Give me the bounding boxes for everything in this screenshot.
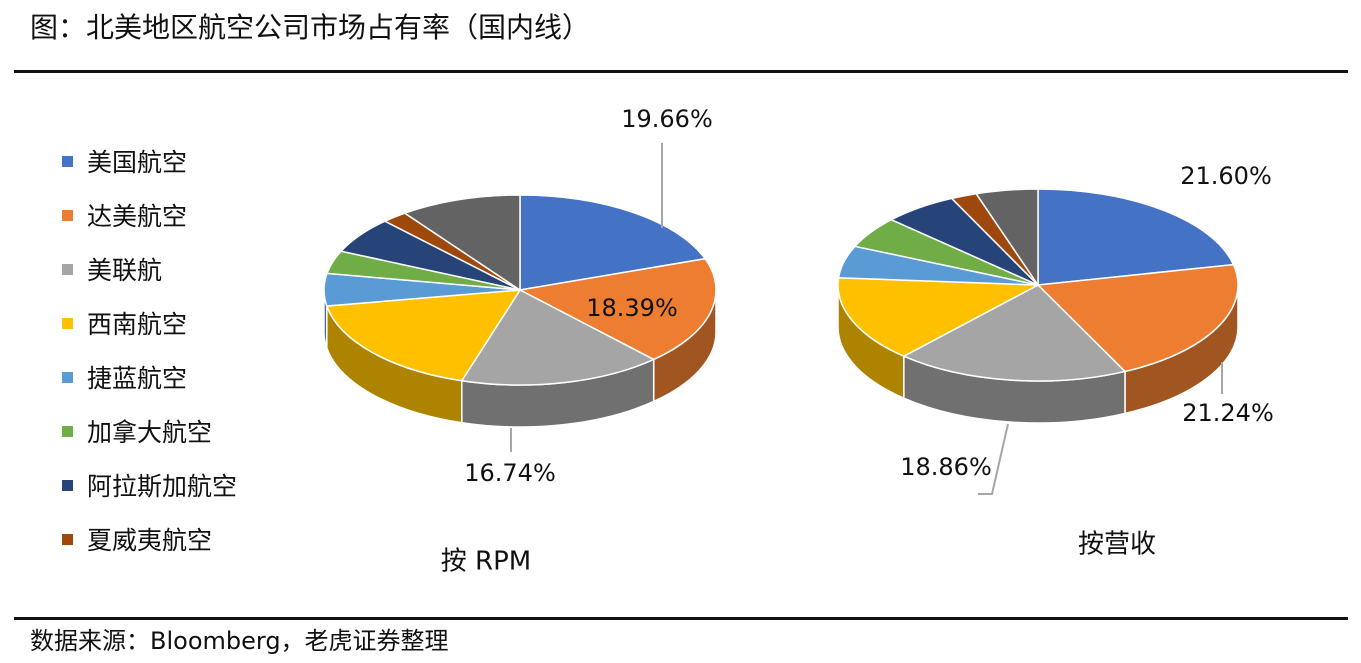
data-label: 16.74% — [464, 459, 556, 487]
legend-label: 西南航空 — [87, 310, 188, 339]
legend-swatch — [62, 209, 73, 221]
pie-slice — [403, 194, 521, 292]
legend-item: 美联航 — [62, 242, 237, 296]
top-rule — [14, 70, 1348, 73]
pie-1: 19.66% 18.39% 16.74% 按 RPM — [323, 105, 717, 577]
pie-slice — [974, 188, 1039, 288]
legend-item: 捷蓝航空 — [62, 350, 237, 404]
legend-item: 美国航空 — [62, 134, 237, 188]
legend-swatch — [62, 425, 73, 437]
legend: 美国航空达美航空美联航西南航空捷蓝航空加拿大航空阿拉斯加航空 夏威夷航空 — [62, 134, 237, 566]
source-note: 数据来源：Bloomberg，老虎证券整理 — [30, 627, 449, 655]
data-label: 21.60% — [1180, 162, 1272, 190]
legend-label: 美联航 — [87, 256, 163, 285]
bottom-rule — [14, 617, 1348, 620]
legend-label: 夏威夷航空 — [87, 526, 213, 555]
pie-slice — [325, 289, 522, 382]
pie-slice — [460, 289, 656, 386]
legend-swatch — [62, 317, 73, 329]
legend-swatch — [62, 533, 73, 545]
pie-slice — [1037, 188, 1235, 286]
pie-slice — [902, 284, 1127, 382]
data-label: 19.66% — [621, 105, 713, 133]
legend-item: 夏威夷航空 — [62, 512, 237, 566]
pie-slice — [1036, 263, 1239, 373]
pie-2: 21.60% 21.24% 18.86% 按营收 — [837, 162, 1274, 560]
legend-swatch — [62, 371, 73, 383]
legend-item: 加拿大航空 — [62, 404, 237, 458]
data-label: 18.39% — [586, 294, 678, 322]
data-label: 21.24% — [1182, 399, 1274, 427]
pie-caption: 按营收 — [1078, 530, 1156, 560]
pie-slice — [837, 276, 1041, 358]
legend-label: 捷蓝航空 — [87, 364, 188, 393]
legend-swatch — [62, 479, 73, 491]
pie-caption: 按 RPM — [441, 547, 531, 577]
legend-label: 加拿大航空 — [87, 418, 213, 447]
legend-swatch — [62, 155, 73, 167]
legend-label: 美国航空 — [87, 148, 188, 177]
legend-label: 达美航空 — [87, 202, 188, 231]
data-label: 18.86% — [900, 453, 992, 481]
chart-title: 图：北美地区航空公司市场占有率（国内线） — [30, 11, 591, 44]
legend-item: 达美航空 — [62, 188, 237, 242]
legend-label: 阿拉斯加航空 — [87, 472, 238, 501]
legend-item: 西南航空 — [62, 296, 237, 350]
pie-slice — [517, 257, 717, 361]
leader-line — [978, 423, 1009, 495]
legend-swatch — [62, 263, 73, 275]
legend-item: 阿拉斯加航空 — [62, 458, 237, 512]
